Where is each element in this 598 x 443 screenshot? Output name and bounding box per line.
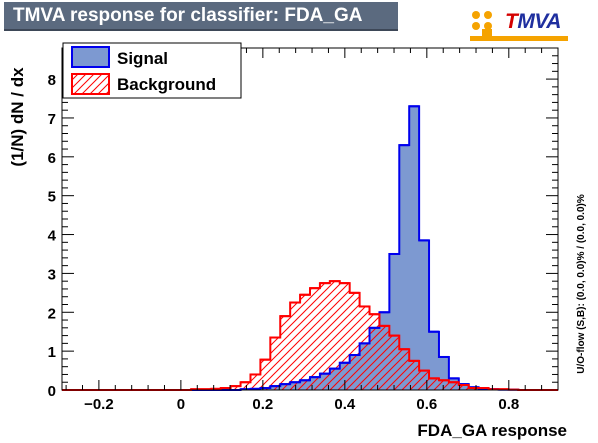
x-tick-label: 0.4 (334, 396, 356, 413)
y-tick-label: 4 (48, 228, 57, 245)
tmva-logo: TMVA (470, 8, 568, 42)
logo-underline (470, 36, 568, 41)
x-tick-label: 0 (177, 396, 185, 413)
legend-signal-label: Signal (117, 49, 168, 68)
x-axis-label: FDA_GA response (417, 421, 567, 440)
legend-background-swatch (71, 73, 110, 95)
y-axis-label: (1/N) dN / dx (8, 67, 27, 167)
y-tick-label: 6 (48, 150, 56, 167)
legend-signal-swatch (71, 46, 110, 68)
legend: Signal Background (62, 42, 242, 99)
page-title: TMVA response for classifier: FDA_GA (13, 5, 363, 26)
x-tick-label: −0.2 (84, 396, 114, 413)
y-tick-label: 5 (48, 189, 56, 206)
axes: −0.2 0 0.2 0.4 0.6 0.8 0 1 2 3 4 5 6 7 8 (48, 47, 559, 413)
background-histogram-hatch (62, 281, 558, 390)
x-tick-label: 0.6 (416, 396, 437, 413)
y-tick-label: 3 (48, 266, 56, 283)
y-tick-label: 7 (48, 111, 56, 128)
title-banner: TMVA response for classifier: FDA_GA (4, 2, 398, 31)
y-tick-label: 2 (48, 305, 56, 322)
y-tick-label: 0 (48, 383, 56, 400)
plot-area (62, 105, 558, 391)
y-tick-label: 8 (48, 72, 56, 89)
logo-dots-icon (472, 11, 492, 36)
legend-background-label: Background (117, 75, 216, 94)
overflow-note: U/O-flow (S,B): (0.0, 0.0)% / (0.0, 0.0)… (576, 194, 587, 374)
x-tick-label: 0.2 (252, 396, 273, 413)
logo-text: TMVA (505, 10, 561, 33)
y-tick-label: 1 (48, 344, 56, 361)
x-tick-label: 0.8 (498, 396, 519, 413)
